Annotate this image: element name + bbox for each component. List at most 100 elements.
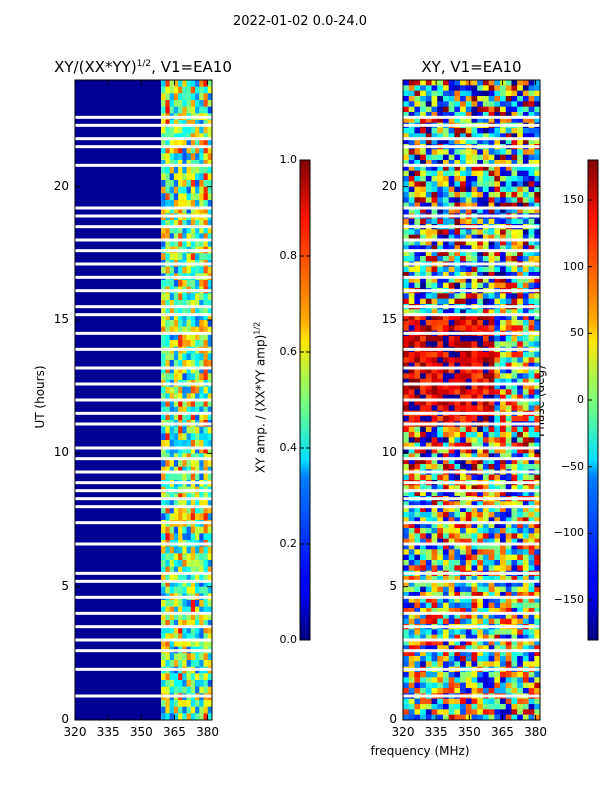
left-cell — [161, 640, 166, 647]
right-cell — [482, 336, 489, 342]
right-cell — [403, 645, 410, 651]
left-cell — [186, 200, 192, 207]
left-cell — [199, 546, 204, 554]
right-cell — [494, 357, 501, 363]
right-cell — [420, 698, 427, 705]
right-cell — [460, 634, 467, 641]
right-cell — [448, 96, 455, 102]
right-cell — [511, 565, 518, 571]
right-cell — [522, 90, 529, 97]
right-cell — [465, 677, 472, 683]
right-cell — [505, 426, 512, 433]
right-cell — [482, 154, 489, 161]
left-cell — [190, 433, 196, 441]
right-cell — [494, 554, 501, 561]
right-cell — [403, 464, 410, 470]
left-cell — [161, 660, 166, 667]
right-cell — [522, 106, 529, 113]
right-cell — [431, 464, 438, 470]
left-cell — [161, 100, 166, 107]
right-cell — [522, 416, 529, 422]
right-cell — [460, 282, 467, 289]
right-cell — [425, 394, 432, 401]
right-cell — [534, 229, 541, 235]
right-cell — [517, 554, 524, 561]
right-cell — [448, 629, 455, 635]
right-cell — [534, 704, 541, 710]
right-cell — [448, 160, 455, 166]
right-cell — [471, 629, 478, 635]
left-cell — [169, 660, 175, 667]
left-cell — [165, 320, 170, 327]
left-cell — [161, 533, 166, 541]
right-cell — [517, 90, 524, 97]
right-cell — [465, 149, 472, 155]
right-cell — [494, 650, 501, 657]
right-cell — [414, 634, 421, 641]
right-cell — [408, 490, 415, 497]
right-cell — [414, 282, 421, 289]
right-cell — [511, 325, 518, 331]
right-cell — [448, 416, 455, 422]
right-cell — [454, 314, 461, 321]
right-cell — [460, 218, 467, 225]
right-cell — [437, 656, 444, 662]
right-cell — [465, 378, 472, 385]
right-cell — [414, 154, 421, 161]
right-cell — [522, 688, 529, 694]
right-cell — [517, 618, 524, 625]
left-cell — [195, 86, 200, 94]
right-cb-tick-label: 100 — [563, 259, 584, 273]
right-cell — [494, 517, 501, 523]
right-cell — [471, 533, 478, 539]
right-cell — [528, 250, 535, 257]
right-cell — [517, 586, 524, 593]
right-cell — [522, 298, 529, 305]
right-cell — [511, 581, 518, 587]
right-cell — [482, 96, 489, 102]
right-cell — [488, 154, 495, 161]
right-cell — [534, 181, 541, 187]
left-flag-row — [75, 347, 212, 351]
left-cell — [161, 600, 166, 607]
left-cell — [186, 406, 192, 414]
left-cell — [178, 700, 183, 707]
right-cell — [477, 426, 484, 433]
left-cell — [165, 426, 170, 434]
left-cell — [161, 460, 166, 467]
right-cell — [448, 549, 455, 555]
right-cell — [437, 112, 444, 118]
left-cell — [169, 93, 175, 101]
right-cell — [511, 544, 518, 550]
left-cell — [173, 266, 179, 274]
left-cell — [178, 133, 183, 141]
right-cell — [534, 629, 541, 635]
right-cell — [505, 698, 512, 705]
right-cell — [408, 240, 415, 246]
right-flag-row — [403, 497, 540, 501]
right-cell — [442, 234, 449, 241]
right-cell — [454, 277, 461, 283]
right-cell — [494, 256, 501, 262]
right-cell — [403, 458, 410, 465]
left-cell — [173, 293, 179, 301]
right-cell — [437, 405, 444, 411]
left-cell — [186, 226, 192, 234]
left-cell — [173, 440, 179, 447]
right-cell — [471, 522, 478, 529]
left-flag-row — [75, 275, 212, 279]
right-cell — [494, 645, 501, 651]
left-cell — [178, 533, 183, 541]
right-cell — [408, 565, 415, 571]
right-flag-row — [403, 225, 540, 229]
left-cell — [203, 320, 209, 327]
right-cell — [465, 101, 472, 107]
left-cell — [195, 266, 200, 274]
left-cell — [190, 140, 196, 147]
left-cell — [169, 233, 175, 241]
right-cell — [528, 416, 535, 422]
right-cell — [408, 133, 415, 139]
left-cell — [165, 580, 170, 587]
right-cell — [528, 282, 535, 289]
left-cell — [190, 153, 196, 161]
